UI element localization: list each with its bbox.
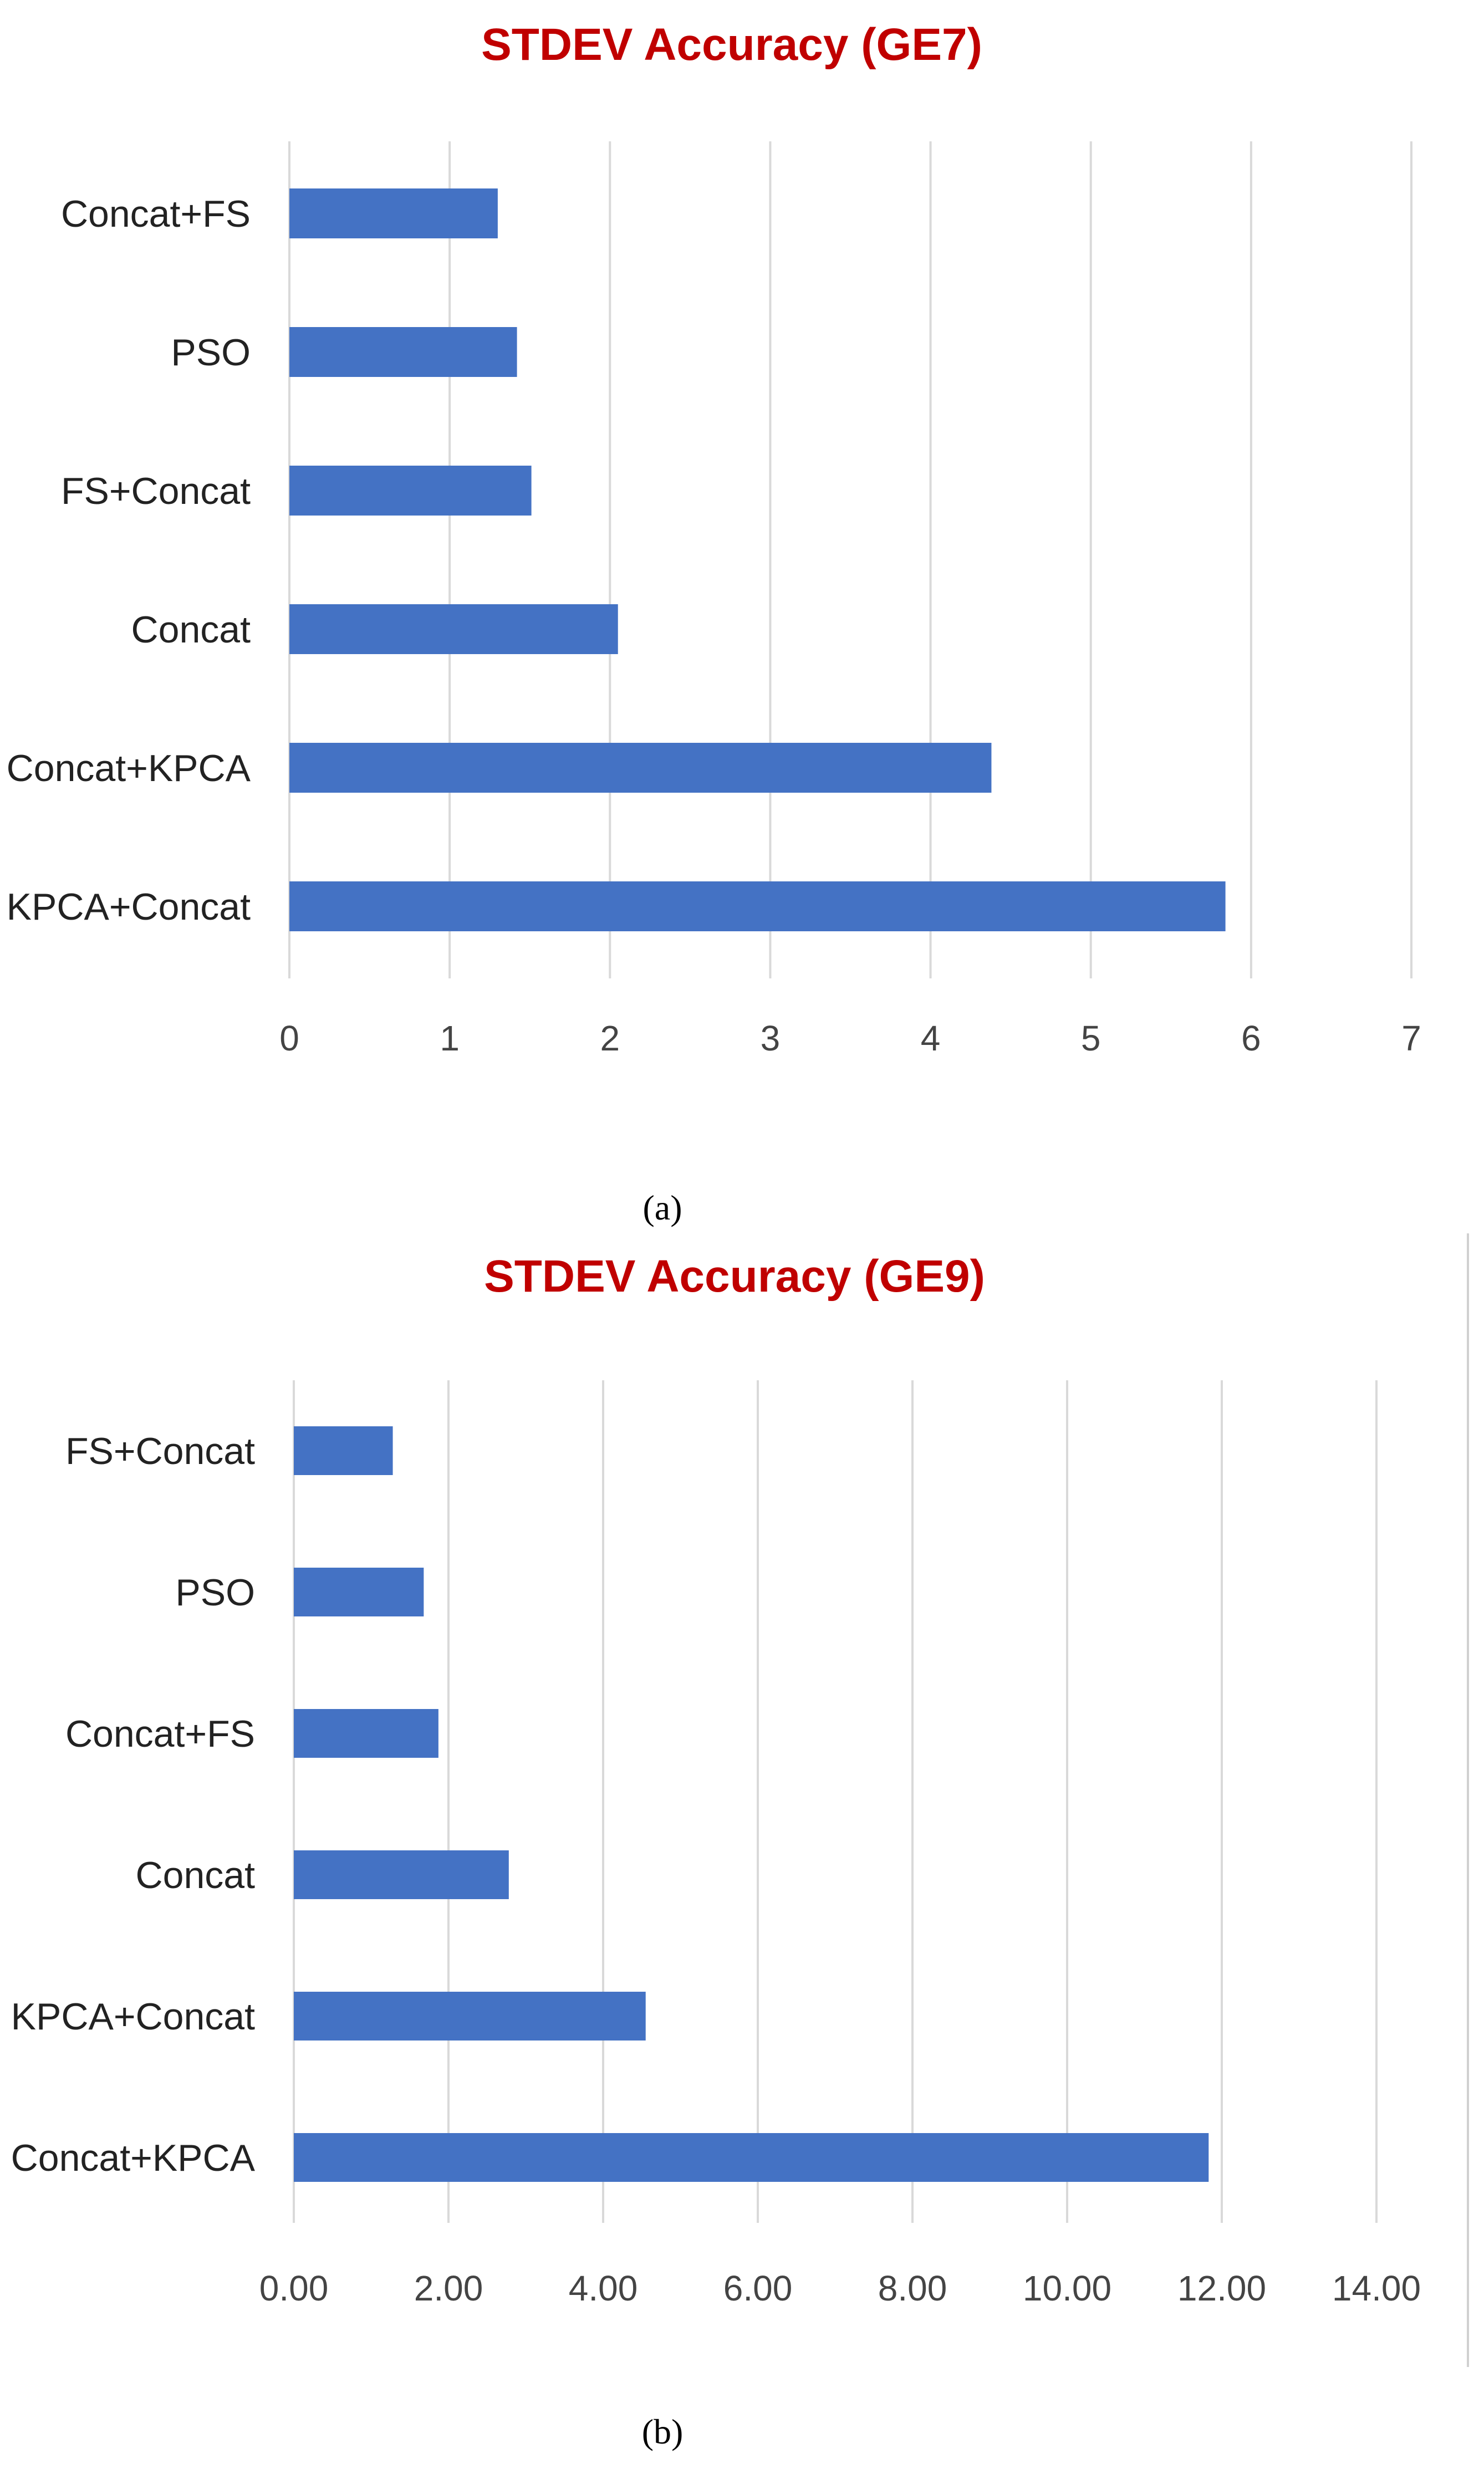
chart-a-category-label: Concat+FS <box>61 193 251 235</box>
chart-a-title: STDEV Accuracy (GE7) <box>481 19 982 70</box>
chart-b-category-label: FS+Concat <box>65 1430 255 1472</box>
chart-a-bars <box>289 188 1226 931</box>
chart-a-tick-label: 4 <box>921 1018 941 1058</box>
chart-b-category-label: Concat <box>136 1854 256 1896</box>
chart-b-category-label: Concat+KPCA <box>11 2137 256 2179</box>
chart-a-bar <box>289 188 498 238</box>
chart-a-tick-label: 2 <box>600 1018 620 1058</box>
chart-a-category-label: PSO <box>171 331 251 374</box>
chart-b-tick-label: 8.00 <box>878 2268 947 2308</box>
chart-a-bar <box>289 466 532 516</box>
chart-b-bar <box>294 1709 438 1758</box>
chart-b-category-label: PSO <box>175 1572 255 1614</box>
chart-a-category-label: FS+Concat <box>61 470 251 512</box>
chart-b-tick-label: 0.00 <box>259 2268 329 2308</box>
chart-b-bar <box>294 1850 509 1899</box>
chart-a-caption: (a) <box>642 1188 682 1227</box>
chart-a-tick-labels: 0 1 2 3 4 5 6 7 <box>279 1018 1421 1058</box>
chart-b-tick-label: 2.00 <box>414 2268 483 2308</box>
chart-b-tick-label: 12.00 <box>1177 2268 1266 2308</box>
chart-a-tick-label: 7 <box>1401 1018 1421 1058</box>
chart-b-tick-label: 14.00 <box>1332 2268 1421 2308</box>
chart-b-bar <box>294 1568 424 1616</box>
chart-b-gridlines <box>293 1380 1378 2223</box>
chart-b-caption: (b) <box>642 2412 684 2451</box>
chart-b-bar <box>294 2133 1209 2182</box>
chart-a: STDEV Accuracy (GE7) Concat+FS PSO FS+Conc… <box>7 19 1421 1227</box>
chart-b-bar <box>294 1426 393 1475</box>
chart-a-bar <box>289 881 1226 931</box>
chart-b-title: STDEV Accuracy (GE9) <box>484 1251 985 1302</box>
chart-a-tick-label: 3 <box>761 1018 781 1058</box>
chart-b-tick-label: 6.00 <box>723 2268 793 2308</box>
chart-a-category-label: KPCA+Concat <box>7 886 251 928</box>
chart-a-tick-label: 0 <box>279 1018 299 1058</box>
chart-a-category-labels: Concat+FS PSO FS+Concat Concat Concat+KPCA KP… <box>7 193 251 928</box>
chart-b-bars <box>294 1426 1209 2182</box>
chart-a-category-label: Concat <box>131 609 251 651</box>
chart-a-bar <box>289 327 517 377</box>
chart-b-tick-label: 4.00 <box>569 2268 638 2308</box>
chart-b-bar <box>294 1992 646 2041</box>
chart-b-tick-label: 10.00 <box>1023 2268 1111 2308</box>
chart-a-tick-label: 5 <box>1081 1018 1101 1058</box>
chart-a-bar <box>289 743 992 793</box>
chart-b-category-labels: FS+Concat PSO Concat+FS Concat KPCA+Concat Co… <box>11 1430 256 2179</box>
chart-a-gridlines <box>288 141 1412 978</box>
chart-b-category-label: Concat+FS <box>65 1713 255 1755</box>
chart-b-tick-labels: 0.00 2.00 4.00 6.00 8.00 10.00 12.00 14.00 <box>259 2268 1421 2308</box>
chart-a-category-label: Concat+KPCA <box>7 747 251 789</box>
chart-b-category-label: KPCA+Concat <box>11 1996 255 2038</box>
chart-a-tick-label: 6 <box>1241 1018 1261 1058</box>
chart-b: STDEV Accuracy (GE9) FS+Concat PSO Concat+… <box>11 1233 1469 2451</box>
chart-a-bar <box>289 604 618 654</box>
chart-a-tick-label: 1 <box>440 1018 460 1058</box>
